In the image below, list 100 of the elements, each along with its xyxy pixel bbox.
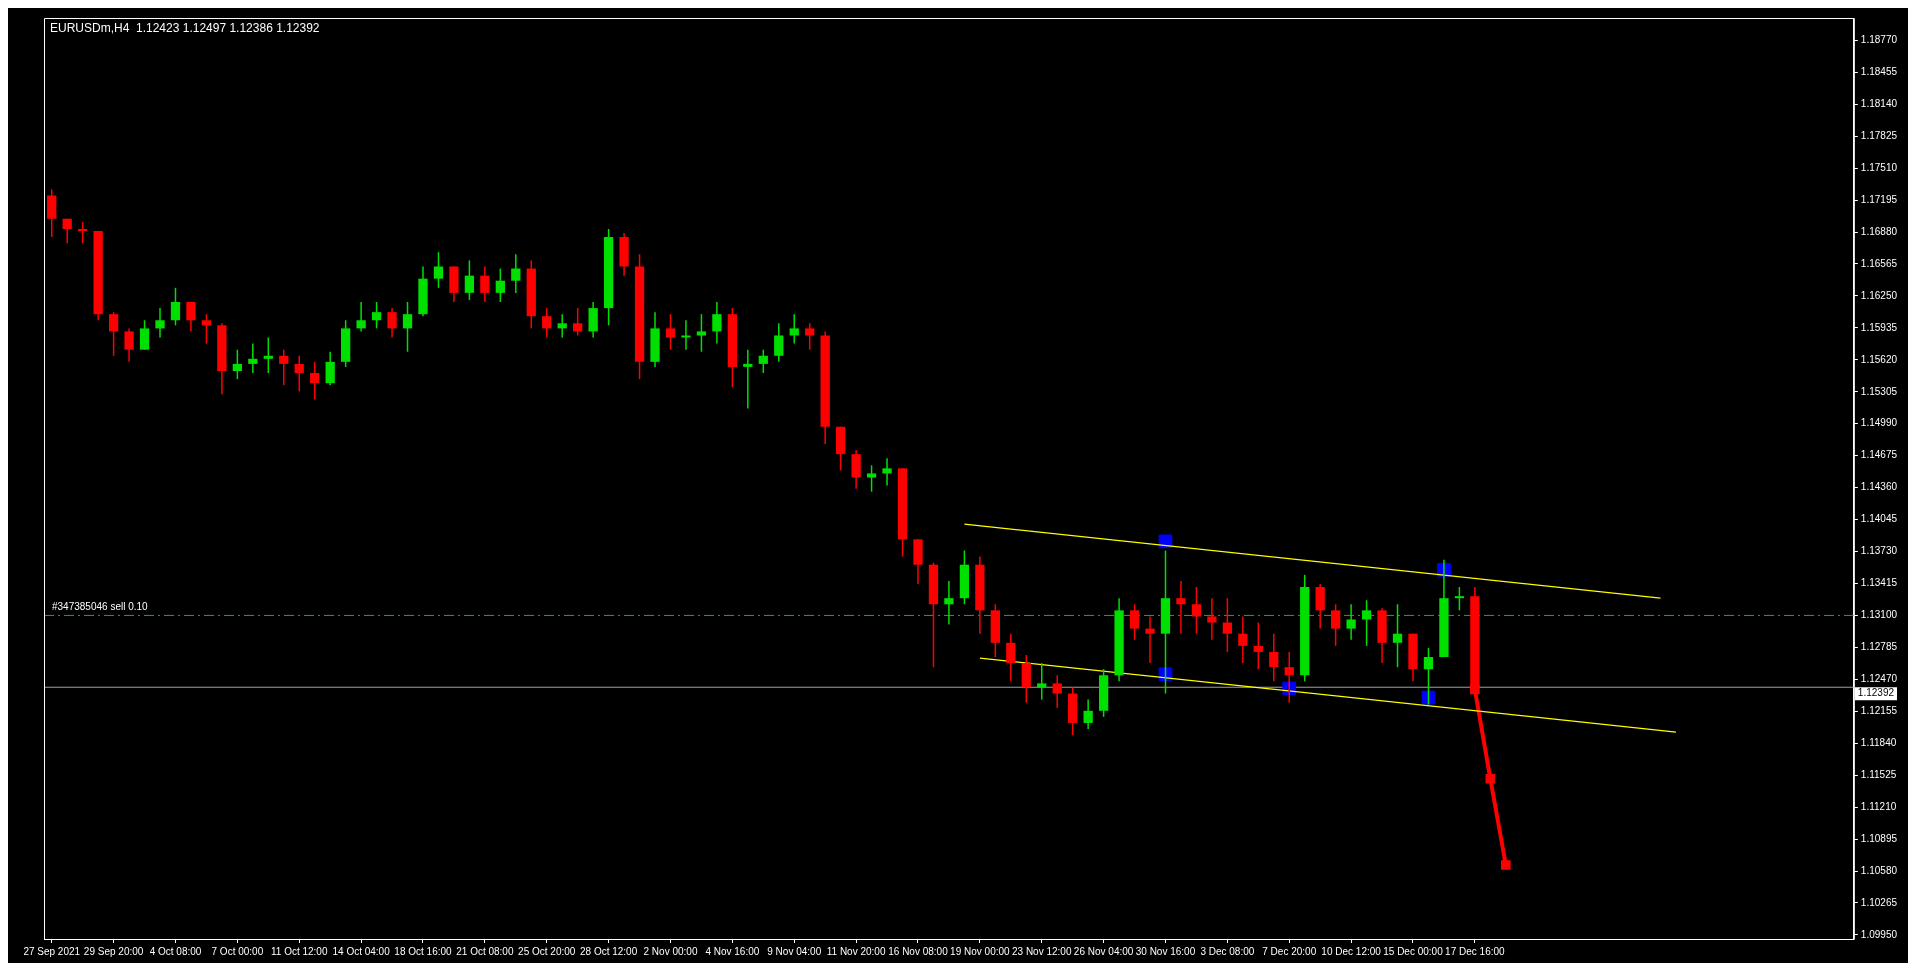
candlestick xyxy=(62,218,72,244)
x-tick-label: 7 Oct 00:00 xyxy=(211,945,264,957)
y-tick-label: 1.13100 xyxy=(1860,609,1898,621)
candlestick xyxy=(433,251,444,289)
candlestick xyxy=(78,221,88,244)
candlestick xyxy=(1222,597,1233,653)
candlestick xyxy=(47,188,57,238)
candlestick xyxy=(805,322,815,351)
candlestick xyxy=(170,287,181,327)
y-tick-label: 1.11525 xyxy=(1860,768,1897,780)
y-tick-label: 1.15620 xyxy=(1860,353,1898,365)
y-tick-label: 1.18140 xyxy=(1860,97,1898,109)
candlestick xyxy=(944,580,954,626)
candlestick xyxy=(387,307,397,339)
x-tick-label: 4 Nov 16:00 xyxy=(705,945,760,957)
x-tick-label: 11 Nov 20:00 xyxy=(826,945,886,957)
candlestick xyxy=(108,311,119,357)
x-tick-label: 17 Dec 16:00 xyxy=(1445,945,1506,957)
candlestick xyxy=(1423,647,1434,706)
candlestick xyxy=(155,307,165,339)
candlestick xyxy=(1191,586,1202,635)
candlestick xyxy=(1052,674,1062,709)
candlestick xyxy=(866,464,877,493)
y-tick-label: 1.14045 xyxy=(1860,513,1898,525)
y-tick-label: 1.17510 xyxy=(1860,161,1898,173)
x-tick-label: 25 Oct 20:00 xyxy=(518,945,576,957)
x-tick-label: 21 Oct 08:00 xyxy=(456,945,514,957)
ref-line-label: #347385046 sell 0.10 xyxy=(52,601,149,613)
x-tick-label: 4 Oct 08:00 xyxy=(149,945,202,957)
candlestick xyxy=(588,301,598,339)
y-tick-label: 1.13730 xyxy=(1860,545,1898,557)
candlestick xyxy=(712,301,722,345)
candlestick xyxy=(758,348,768,374)
candlestick xyxy=(557,313,567,339)
candlestick xyxy=(1083,698,1093,730)
candlestick xyxy=(696,313,707,353)
point xyxy=(1421,690,1436,705)
y-tick-label: 1.15935 xyxy=(1860,321,1898,333)
chart-title: EURUSDm,H4 1.12423 1.12497 1.12386 1.12392 xyxy=(50,21,320,36)
x-tick-label: 26 Nov 04:00 xyxy=(1073,945,1134,957)
candlestick xyxy=(186,301,196,333)
candlestick xyxy=(743,348,753,410)
x-tick-label: 28 Oct 12:00 xyxy=(579,945,638,957)
y-tick-label: 1.18770 xyxy=(1860,34,1898,46)
candlestick xyxy=(1454,586,1465,612)
y-tick-label: 1.11210 xyxy=(1860,800,1897,812)
candlestick xyxy=(248,342,258,374)
candlestick xyxy=(480,265,490,303)
y-tick-label: 1.10265 xyxy=(1860,896,1898,908)
y-tick-label: 1.12155 xyxy=(1860,705,1898,717)
candlestick xyxy=(1284,651,1294,704)
candlestick xyxy=(1207,597,1217,641)
x-tick-label: 16 Nov 08:00 xyxy=(888,945,949,957)
candlestick xyxy=(356,301,366,333)
y-tick-label: 1.10580 xyxy=(1860,864,1898,876)
x-tick-label: 19 Nov 00:00 xyxy=(950,945,1011,957)
candlestick xyxy=(1238,615,1248,664)
x-tick-label: 11 Oct 12:00 xyxy=(270,945,328,957)
candlestick xyxy=(325,350,335,386)
y-tick-label: 1.14675 xyxy=(1860,449,1898,461)
candlestick xyxy=(464,259,475,301)
x-tick-label: 27 Sep 2021 xyxy=(23,945,81,957)
x-tick-label: 29 Sep 20:00 xyxy=(83,945,144,957)
candlestick xyxy=(139,319,150,351)
candlestick xyxy=(851,449,861,490)
x-tick-label: 18 Oct 16:00 xyxy=(394,945,453,957)
candlestick xyxy=(774,322,784,363)
candlestick xyxy=(1315,583,1325,630)
y-tick-label: 1.17195 xyxy=(1860,193,1898,205)
candlestick xyxy=(1145,615,1155,664)
candlestick xyxy=(1392,603,1403,668)
candlestick xyxy=(1331,603,1341,647)
x-tick-label: 7 Dec 20:00 xyxy=(1262,945,1317,957)
y-tick-label: 1.12470 xyxy=(1860,673,1898,685)
y-tick-label: 1.13415 xyxy=(1860,577,1898,589)
x-tick-label: 3 Dec 08:00 xyxy=(1200,945,1255,957)
candlestick xyxy=(263,336,273,374)
candlestick xyxy=(294,355,304,393)
candlestick xyxy=(310,361,320,401)
candlestick xyxy=(201,313,212,345)
x-tick-label: 9 Nov 04:00 xyxy=(767,945,822,957)
candlestick xyxy=(1269,632,1279,683)
candlestick xyxy=(573,307,583,337)
candlestick xyxy=(789,313,799,345)
y-tick-label: 1.18455 xyxy=(1860,66,1898,78)
x-tick-label: 2 Nov 00:00 xyxy=(643,945,698,957)
point xyxy=(1500,860,1511,870)
y-tick-label: 1.17825 xyxy=(1860,129,1898,141)
y-tick-label: 1.09950 xyxy=(1860,928,1898,940)
ref-line-label: 1.12392 xyxy=(1857,687,1895,699)
candlestick xyxy=(402,301,413,353)
candlestick xyxy=(1176,580,1186,635)
candlestick xyxy=(1346,603,1356,641)
y-tick-label: 1.16565 xyxy=(1860,257,1898,269)
x-tick-label: 15 Dec 00:00 xyxy=(1383,945,1444,957)
candlestick xyxy=(124,327,134,363)
candlestick xyxy=(1253,621,1263,670)
candlestick xyxy=(495,267,505,303)
y-tick-label: 1.10895 xyxy=(1860,832,1898,844)
candlestick xyxy=(232,348,242,380)
